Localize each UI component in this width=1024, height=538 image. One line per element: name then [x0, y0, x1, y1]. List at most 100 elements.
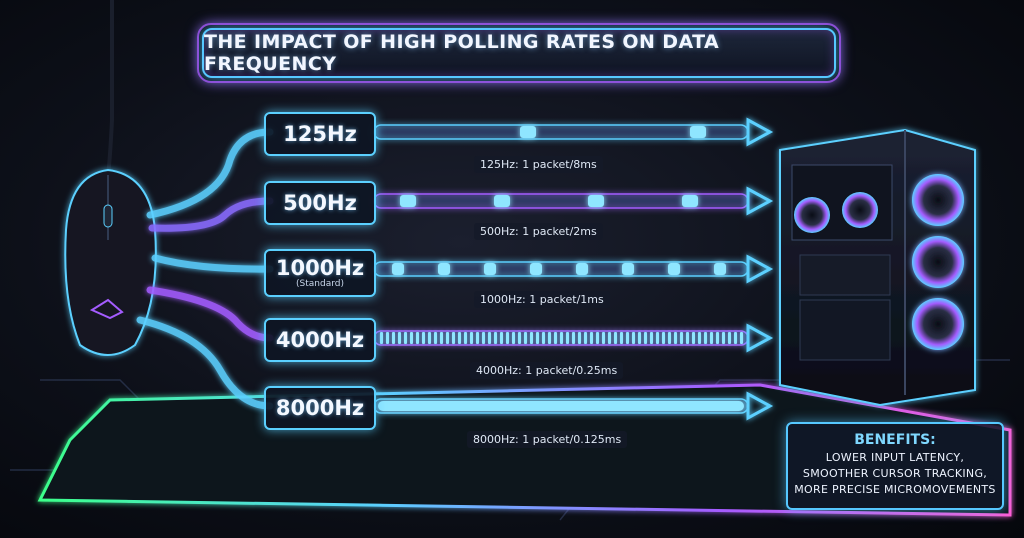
packet	[590, 332, 593, 344]
packet	[710, 332, 713, 344]
packet	[638, 332, 641, 344]
gaming-mouse-icon	[64, 168, 157, 356]
packet	[404, 332, 407, 344]
packet	[560, 332, 563, 344]
packet	[542, 332, 545, 344]
packet	[518, 332, 521, 344]
packet	[622, 263, 634, 275]
packet	[400, 195, 416, 207]
rate-caption: 125Hz: 1 packet/8ms	[474, 156, 603, 173]
packet	[566, 332, 569, 344]
rate-name: 8000Hz	[275, 396, 365, 420]
packet	[506, 332, 509, 344]
arrow-head	[746, 254, 774, 284]
packet	[704, 332, 707, 344]
packet	[692, 332, 695, 344]
packet	[392, 332, 395, 344]
rate-caption: 8000Hz: 1 packet/0.125ms	[467, 431, 628, 448]
packet	[464, 332, 467, 344]
packet	[602, 332, 605, 344]
rate-name: 125Hz	[283, 122, 357, 146]
packet	[578, 332, 581, 344]
packet	[662, 332, 665, 344]
packet	[716, 332, 719, 344]
packet	[674, 332, 677, 344]
packet	[476, 332, 479, 344]
packet	[524, 332, 527, 344]
packet	[440, 332, 443, 344]
packet	[458, 332, 461, 344]
packet	[548, 332, 551, 344]
packet	[614, 332, 617, 344]
packet	[682, 195, 698, 207]
packet	[494, 195, 510, 207]
packet	[428, 332, 431, 344]
arrow-head	[746, 117, 774, 147]
benefit-item: LOWER INPUT LATENCY,	[825, 451, 965, 464]
rate-label-1000hz: 1000Hz (Standard)	[264, 249, 376, 297]
packet	[530, 263, 542, 275]
packet	[584, 332, 587, 344]
packet	[740, 332, 743, 344]
page-title: THE IMPACT OF HIGH POLLING RATES ON DATA…	[204, 31, 720, 75]
packet	[722, 332, 725, 344]
packet	[690, 126, 706, 138]
packet	[686, 332, 689, 344]
packet	[554, 332, 557, 344]
packet	[714, 263, 726, 275]
packet	[536, 332, 539, 344]
packet	[416, 332, 419, 344]
packet	[438, 263, 450, 275]
packet	[500, 332, 503, 344]
rate-label-125hz: 125Hz	[264, 112, 376, 156]
packet	[734, 332, 737, 344]
packet	[576, 263, 588, 275]
packet	[422, 332, 425, 344]
packet	[380, 332, 383, 344]
packet	[452, 332, 455, 344]
benefit-item: MORE PRECISE MICROMOVEMENTS	[794, 483, 996, 496]
arrow-head	[746, 323, 774, 353]
packet	[392, 263, 404, 275]
packet	[650, 332, 653, 344]
packet	[488, 332, 491, 344]
packet	[398, 332, 401, 344]
rate-label-500hz: 500Hz	[264, 181, 376, 225]
rate-name: 500Hz	[283, 191, 357, 215]
arrow-head	[746, 186, 774, 216]
packet	[494, 332, 497, 344]
packet	[572, 332, 575, 344]
pc-case-icon	[779, 128, 976, 407]
packet	[446, 332, 449, 344]
packet	[668, 263, 680, 275]
arrow-head	[746, 391, 774, 421]
packet-stream-solid	[378, 401, 744, 411]
packet	[728, 332, 731, 344]
packet	[668, 332, 671, 344]
packet	[626, 332, 629, 344]
packet	[656, 332, 659, 344]
packet	[608, 332, 611, 344]
rate-note: (Standard)	[296, 278, 344, 289]
packet	[482, 332, 485, 344]
packet	[484, 263, 496, 275]
benefits-title: BENEFITS:	[854, 432, 936, 448]
rate-caption: 1000Hz: 1 packet/1ms	[474, 291, 610, 308]
packet	[680, 332, 683, 344]
benefit-item: SMOOTHER CURSOR TRACKING,	[802, 467, 988, 480]
title-panel: THE IMPACT OF HIGH POLLING RATES ON DATA…	[197, 23, 841, 83]
packet	[512, 332, 515, 344]
packet	[632, 332, 635, 344]
rate-caption: 4000Hz: 1 packet/0.25ms	[470, 362, 624, 379]
packet	[470, 332, 473, 344]
rate-name: 1000Hz	[275, 255, 365, 280]
packet	[410, 332, 413, 344]
packet	[520, 126, 536, 138]
rate-label-8000hz: 8000Hz	[264, 386, 376, 430]
packet	[596, 332, 599, 344]
data-stream-tube	[373, 261, 749, 277]
packet	[620, 332, 623, 344]
packet	[386, 332, 389, 344]
rate-name: 4000Hz	[275, 328, 365, 352]
